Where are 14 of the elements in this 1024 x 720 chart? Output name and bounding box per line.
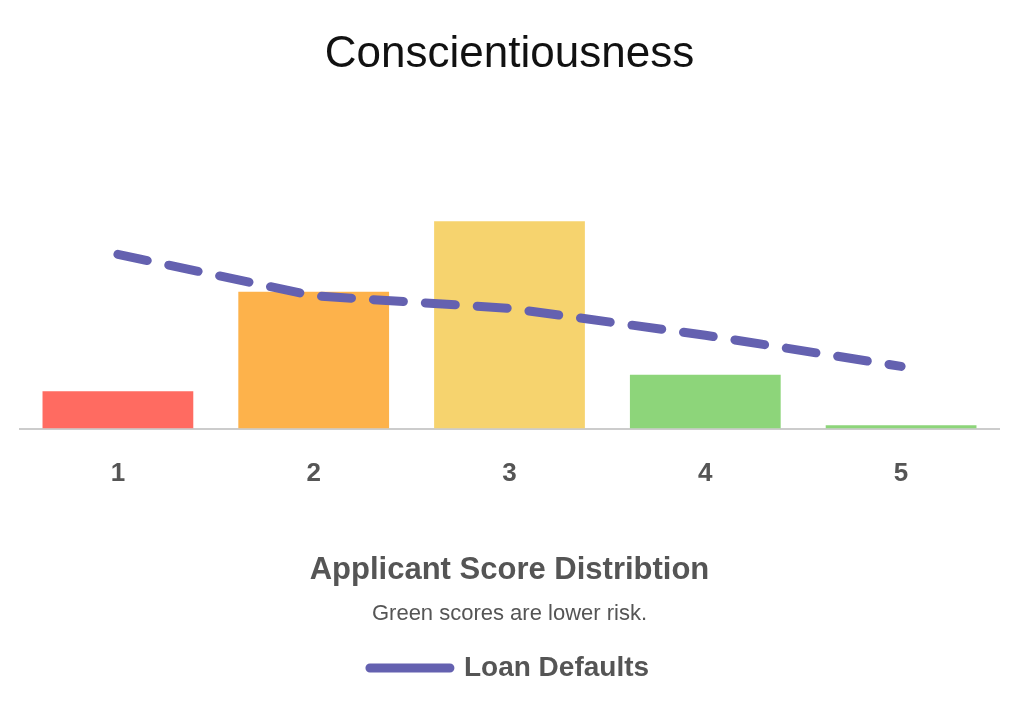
bar: [434, 221, 585, 429]
chart-title: Conscientiousness: [324, 26, 695, 76]
bar: [825, 425, 977, 429]
x-tick-label: 3: [502, 457, 517, 488]
x-tick-label: 4: [698, 457, 714, 488]
bar: [42, 391, 194, 429]
x-tick-label: 5: [893, 457, 909, 488]
text: Green scores are lower risk.: [371, 600, 648, 626]
bar: [238, 291, 390, 429]
x-tick-label: 2: [306, 457, 321, 488]
x-axis-title: Applicant Score Distribtion: [309, 550, 710, 586]
x-tick-label: 1: [110, 457, 126, 488]
legend-label: Loan Defaults: [463, 650, 650, 682]
bar: [629, 374, 781, 429]
